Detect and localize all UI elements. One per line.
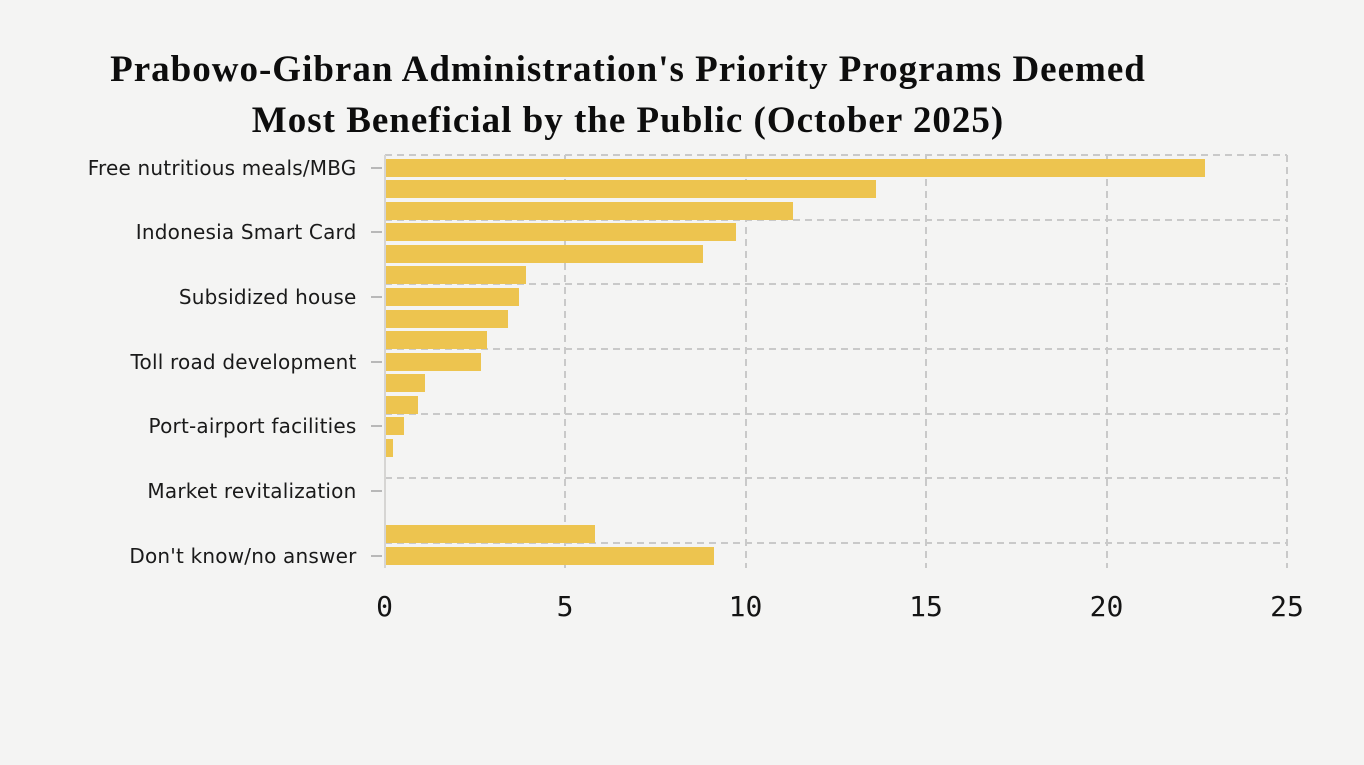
gridline-horizontal	[384, 477, 1287, 480]
y-axis-tick	[370, 166, 382, 169]
x-axis-tick-label: 0	[376, 590, 393, 623]
bar	[385, 438, 393, 457]
y-axis-label: Indonesia Smart Card	[135, 220, 357, 245]
y-axis-tick	[370, 360, 382, 363]
gridline-vertical	[564, 155, 566, 568]
y-axis-label: Subsidized house	[178, 285, 357, 310]
y-axis-label: Toll road development	[130, 349, 357, 374]
bar	[385, 201, 794, 220]
y-axis-label: Don't know/no answer	[129, 543, 357, 568]
x-axis-tick-label: 20	[1089, 590, 1124, 623]
bar	[385, 180, 877, 199]
bar	[385, 525, 595, 544]
bar	[385, 244, 704, 263]
y-axis-spine	[383, 155, 386, 568]
y-axis-label: Free nutritious meals/MBG	[87, 155, 357, 180]
x-axis-tick-label: 10	[728, 590, 763, 623]
y-axis-tick	[370, 554, 382, 557]
bar	[385, 223, 736, 242]
gridline-vertical	[1105, 155, 1108, 568]
gridline-horizontal	[384, 412, 1287, 415]
bar	[385, 158, 1205, 177]
gridline-horizontal	[384, 154, 1287, 156]
y-axis-label: Port-airport facilities	[148, 414, 357, 439]
chart-title-line-1: Prabowo-Gibran Administration's Priority…	[110, 49, 1146, 90]
bar	[385, 395, 418, 414]
bar	[385, 352, 482, 371]
gridline-horizontal	[384, 348, 1287, 350]
chart-title-line-2: Most Beneficial by the Public (October 2…	[251, 100, 1005, 141]
gridline-vertical	[925, 155, 927, 568]
bar	[385, 288, 520, 307]
gridline-horizontal	[384, 542, 1287, 544]
y-axis-tick	[370, 296, 382, 299]
x-axis-tick-label: 25	[1270, 590, 1304, 623]
bar	[385, 331, 487, 350]
gridline-horizontal	[384, 283, 1287, 286]
x-axis-tick-label: 15	[909, 590, 943, 623]
bar	[385, 417, 404, 436]
bar	[385, 309, 509, 328]
y-axis-label: Market revitalization	[147, 479, 357, 504]
bar	[385, 266, 527, 285]
gridline-horizontal	[384, 218, 1287, 221]
bar	[385, 546, 714, 565]
y-axis-tick	[370, 425, 382, 428]
y-axis-tick	[370, 231, 382, 234]
gridline-vertical	[744, 155, 747, 568]
x-axis-tick-label: 5	[556, 590, 574, 623]
bar	[385, 374, 426, 393]
y-axis-tick	[370, 490, 382, 493]
chart-title: Prabowo-Gibran Administration's Priority…	[0, 44, 1256, 146]
gridline-vertical	[1286, 155, 1288, 568]
